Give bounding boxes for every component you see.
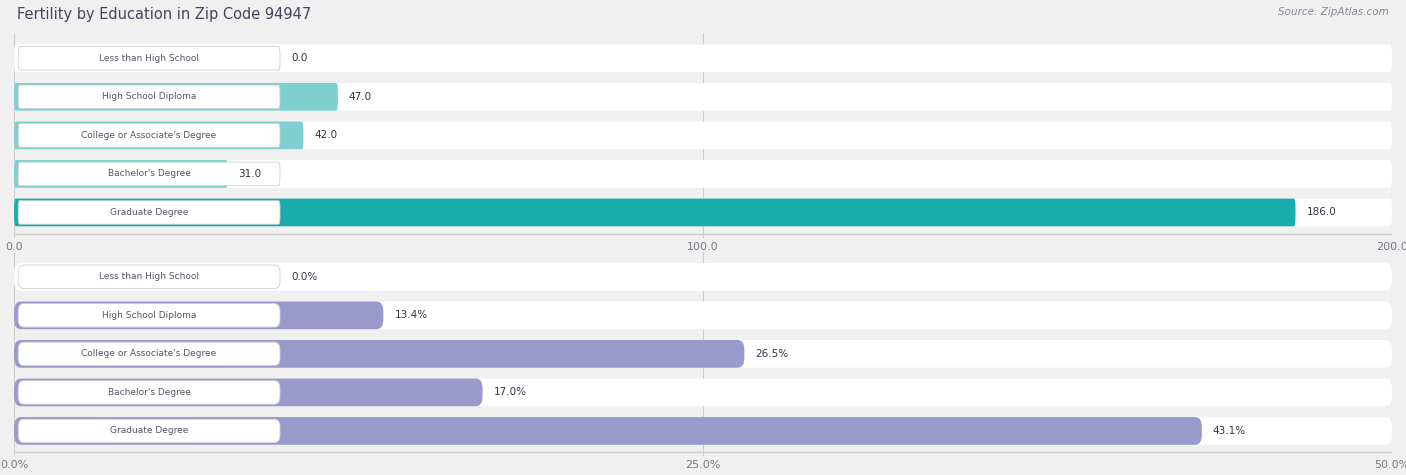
Text: High School Diploma: High School Diploma	[101, 311, 197, 320]
FancyBboxPatch shape	[14, 263, 1392, 291]
Text: Fertility by Education in Zip Code 94947: Fertility by Education in Zip Code 94947	[17, 7, 311, 22]
Text: 0.0%: 0.0%	[291, 272, 318, 282]
FancyBboxPatch shape	[14, 199, 1392, 226]
FancyBboxPatch shape	[14, 302, 1392, 329]
FancyBboxPatch shape	[14, 122, 304, 149]
Text: Source: ZipAtlas.com: Source: ZipAtlas.com	[1278, 7, 1389, 17]
FancyBboxPatch shape	[14, 83, 1392, 111]
Text: 47.0: 47.0	[349, 92, 373, 102]
Text: Bachelor's Degree: Bachelor's Degree	[108, 388, 191, 397]
FancyBboxPatch shape	[14, 160, 1392, 188]
Text: 186.0: 186.0	[1306, 208, 1336, 218]
Text: 42.0: 42.0	[315, 130, 337, 141]
FancyBboxPatch shape	[14, 160, 228, 188]
Text: Graduate Degree: Graduate Degree	[110, 208, 188, 217]
Text: College or Associate's Degree: College or Associate's Degree	[82, 350, 217, 358]
Text: 0.0: 0.0	[291, 53, 308, 63]
FancyBboxPatch shape	[14, 302, 384, 329]
FancyBboxPatch shape	[14, 122, 1392, 149]
FancyBboxPatch shape	[14, 417, 1392, 445]
FancyBboxPatch shape	[14, 83, 337, 111]
FancyBboxPatch shape	[18, 304, 280, 327]
Text: 13.4%: 13.4%	[394, 310, 427, 320]
Text: College or Associate's Degree: College or Associate's Degree	[82, 131, 217, 140]
FancyBboxPatch shape	[14, 340, 744, 368]
Text: 26.5%: 26.5%	[755, 349, 789, 359]
Text: Graduate Degree: Graduate Degree	[110, 427, 188, 436]
Text: Less than High School: Less than High School	[98, 272, 200, 281]
FancyBboxPatch shape	[18, 201, 280, 224]
FancyBboxPatch shape	[14, 45, 1392, 72]
FancyBboxPatch shape	[18, 47, 280, 70]
Text: Bachelor's Degree: Bachelor's Degree	[108, 170, 191, 179]
Text: 43.1%: 43.1%	[1213, 426, 1246, 436]
FancyBboxPatch shape	[18, 124, 280, 147]
Text: Less than High School: Less than High School	[98, 54, 200, 63]
FancyBboxPatch shape	[14, 417, 1202, 445]
FancyBboxPatch shape	[14, 379, 1392, 406]
FancyBboxPatch shape	[18, 419, 280, 443]
FancyBboxPatch shape	[18, 342, 280, 366]
FancyBboxPatch shape	[14, 199, 1295, 226]
FancyBboxPatch shape	[14, 379, 482, 406]
Text: 17.0%: 17.0%	[494, 388, 527, 398]
FancyBboxPatch shape	[18, 162, 280, 186]
FancyBboxPatch shape	[18, 380, 280, 404]
FancyBboxPatch shape	[18, 265, 280, 288]
Text: High School Diploma: High School Diploma	[101, 92, 197, 101]
FancyBboxPatch shape	[14, 340, 1392, 368]
Text: 31.0: 31.0	[239, 169, 262, 179]
FancyBboxPatch shape	[18, 85, 280, 109]
